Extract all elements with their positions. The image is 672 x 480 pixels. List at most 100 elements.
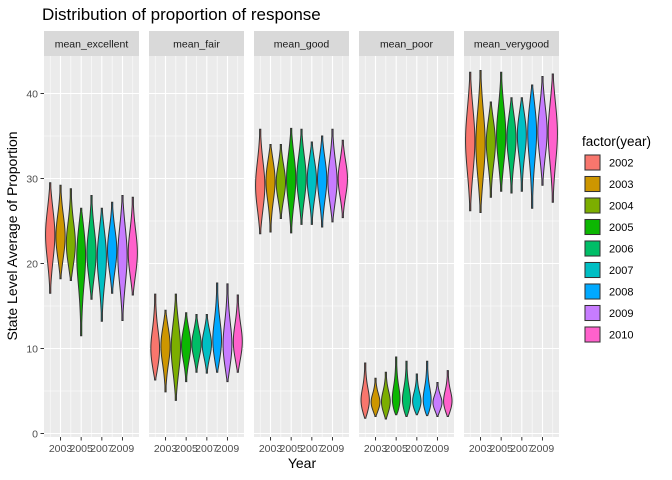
strip-background — [464, 31, 559, 56]
violin-mean_excellent-2005 — [76, 207, 87, 337]
violin-mean_fair-2004 — [170, 293, 181, 401]
x-tick-label: 2007 — [300, 443, 324, 455]
strip-background — [254, 31, 349, 56]
x-tick-label: 2007 — [405, 443, 429, 455]
legend-item-2003: 2003 — [584, 175, 633, 193]
violin-mean_fair-2002 — [150, 293, 161, 381]
strip-background — [44, 31, 139, 56]
x-tick-label: 2003 — [469, 443, 493, 455]
violin-mean_good-2004 — [275, 144, 286, 219]
legend-label: 2004 — [609, 201, 633, 213]
x-tick-label: 2003 — [49, 443, 73, 455]
violin-mean_poor-2002 — [360, 362, 370, 419]
x-tick-label: 2005 — [69, 443, 93, 455]
strip-label: mean_verygood — [474, 39, 549, 51]
legend-item-2005: 2005 — [584, 218, 633, 236]
violin-mean_good-2005 — [286, 127, 297, 234]
violin-mean_fair-2006 — [191, 314, 202, 373]
violin-mean_excellent-2008 — [107, 201, 118, 294]
legend-label: 2005 — [609, 222, 633, 234]
violin-mean_verygood-2010 — [547, 73, 558, 203]
violin-mean_fair-2005 — [181, 312, 192, 383]
legend-swatch — [584, 305, 601, 321]
violin-mean_excellent-2002 — [45, 182, 56, 294]
legend-swatch — [584, 240, 601, 257]
x-tick-label: 2009 — [426, 443, 450, 455]
x-tick-label: 2005 — [489, 443, 513, 455]
legend-item-2006: 2006 — [584, 240, 633, 257]
violin-mean_poor-2010 — [443, 370, 453, 417]
x-tick-label: 2005 — [384, 443, 408, 455]
violin-mean_poor-2008 — [422, 360, 432, 417]
violin-mean_fair-2007 — [201, 314, 212, 374]
violin-mean_verygood-2004 — [485, 101, 496, 198]
legend: factor(year) 200220032004200520062007200… — [582, 134, 651, 343]
legend-item-2002: 2002 — [584, 154, 633, 171]
legend-item-2008: 2008 — [584, 283, 633, 300]
x-tick-label: 2005 — [174, 443, 198, 455]
legend-swatch — [584, 176, 601, 192]
violin-mean_fair-2008 — [212, 282, 222, 373]
chart-title: Distribution of proportion of response — [42, 5, 321, 24]
y-tick-label: 40 — [26, 88, 38, 100]
violin-mean_poor-2005 — [391, 356, 401, 416]
violin-mean_good-2009 — [327, 128, 338, 223]
x-tick-label: 2005 — [279, 443, 303, 455]
x-tick-label: 2007 — [195, 443, 219, 455]
strip-label: mean_good — [274, 39, 330, 51]
violin-mean_verygood-2003 — [475, 70, 486, 213]
y-tick-label: 30 — [26, 173, 38, 185]
violin-mean_excellent-2003 — [55, 184, 66, 280]
violin-mean_good-2010 — [337, 139, 348, 219]
legend-swatch — [584, 262, 601, 278]
violin-mean_verygood-2008 — [527, 84, 538, 209]
x-axis-title: Year — [288, 455, 317, 471]
x-tick-label: 2009 — [321, 443, 345, 455]
violin-mean_good-2007 — [306, 141, 317, 225]
legend-label: 2006 — [609, 244, 633, 256]
x-tick-label: 2009 — [111, 443, 135, 455]
legend-title: factor(year) — [582, 134, 651, 149]
violin-mean_excellent-2006 — [86, 195, 97, 300]
x-tick-label: 2007 — [90, 443, 114, 455]
violin-mean_poor-2003 — [370, 377, 381, 417]
legend-label: 2008 — [609, 287, 633, 299]
legend-label: 2010 — [609, 330, 633, 342]
violin-mean_poor-2007 — [412, 373, 422, 416]
x-tick-label: 2003 — [154, 443, 178, 455]
y-tick-label: 10 — [26, 343, 38, 355]
violin-mean_excellent-2007 — [96, 207, 107, 322]
legend-item-2007: 2007 — [584, 261, 633, 279]
violin-mean_fair-2003 — [160, 309, 171, 393]
strip-background — [149, 31, 244, 56]
legend-swatch — [584, 219, 601, 235]
y-tick-label: 20 — [26, 258, 38, 270]
x-tick-label: 2003 — [364, 443, 388, 455]
legend-swatch — [584, 326, 601, 343]
violin-mean_fair-2010 — [232, 294, 243, 373]
violin-mean_verygood-2009 — [537, 76, 548, 186]
violin-mean_poor-2004 — [380, 371, 391, 420]
legend-label: 2009 — [609, 308, 633, 320]
legend-items: 2002 2003 2004 2005 2006 2007 2008 2009 2010 — [584, 154, 633, 343]
y-axis: 0 10 20 30 40 — [26, 88, 44, 440]
legend-item-2009: 2009 — [584, 304, 633, 322]
violin-mean_fair-2009 — [222, 283, 233, 383]
strip-label: mean_fair — [173, 39, 220, 51]
violin-mean_good-2008 — [317, 135, 328, 228]
x-tick-label: 2009 — [216, 443, 240, 455]
strip-label: mean_poor — [380, 39, 434, 51]
x-tick-label: 2009 — [531, 443, 555, 455]
violin-mean_verygood-2006 — [506, 97, 517, 194]
legend-swatch — [584, 283, 601, 300]
violin-mean_verygood-2002 — [465, 71, 476, 212]
x-tick-label: 2003 — [259, 443, 283, 455]
legend-label: 2002 — [609, 158, 633, 170]
